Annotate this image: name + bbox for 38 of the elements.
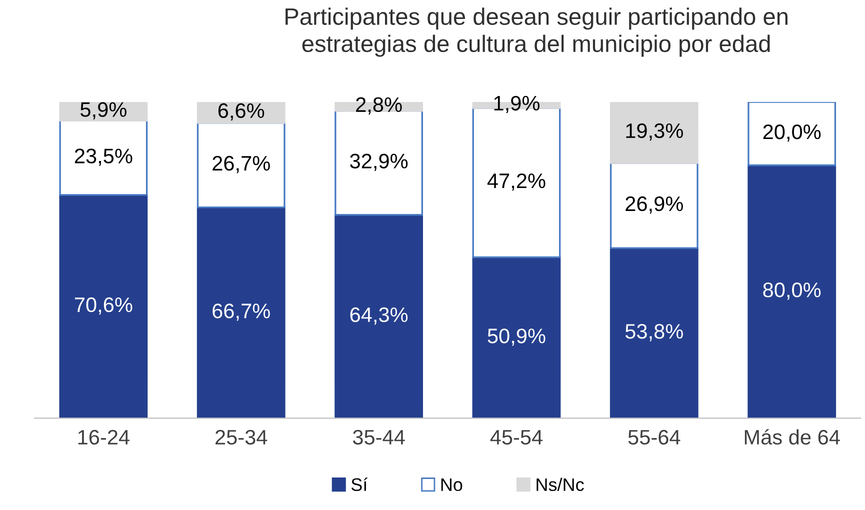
x-tick-label: 55-64 [628, 430, 680, 445]
bar [59, 120, 148, 196]
bar [196, 122, 286, 208]
data-label: 70,6% [74, 297, 132, 315]
bar [196, 206, 286, 418]
data-label: 23,5% [74, 148, 132, 166]
bar [59, 194, 148, 418]
chart-title: Participantes que desean seguir participando en estrategias de cultura del municipio por edad [286, 8, 788, 57]
data-label: 66,7% [212, 304, 270, 321]
data-label: 53,8% [625, 324, 683, 342]
data-label: 50,9% [488, 328, 546, 346]
data-label: 80,0% [763, 282, 821, 300]
legend-label: No [441, 478, 462, 492]
legend-label: Ns/Nc [536, 478, 584, 492]
legend-label: Sí [351, 478, 368, 492]
x-tick-label: 16-24 [78, 430, 130, 445]
data-label: 19,3% [626, 123, 683, 141]
bar [334, 214, 423, 418]
bar [610, 162, 698, 249]
data-label: 5,9% [80, 102, 126, 120]
bar [472, 256, 561, 418]
bar [748, 102, 836, 166]
x-tick-label: 25-34 [216, 430, 268, 445]
data-label: 1,9% [494, 96, 540, 114]
data-label: 26,7% [212, 156, 270, 174]
data-label: 47,2% [487, 173, 546, 191]
bar [748, 164, 836, 418]
data-label: 64,3% [350, 307, 408, 325]
data-label: 2,8% [356, 97, 402, 114]
data-label: 6,6% [218, 103, 264, 120]
x-tick-label: Más de 64 [744, 429, 840, 445]
data-label: 20,0% [763, 124, 821, 142]
bar [610, 102, 698, 164]
data-label: 26,9% [626, 196, 683, 214]
bar [610, 247, 698, 418]
x-tick-label: 45-54 [490, 430, 543, 445]
x-tick-label: 35-44 [352, 430, 405, 445]
data-label: 32,9% [350, 154, 408, 171]
